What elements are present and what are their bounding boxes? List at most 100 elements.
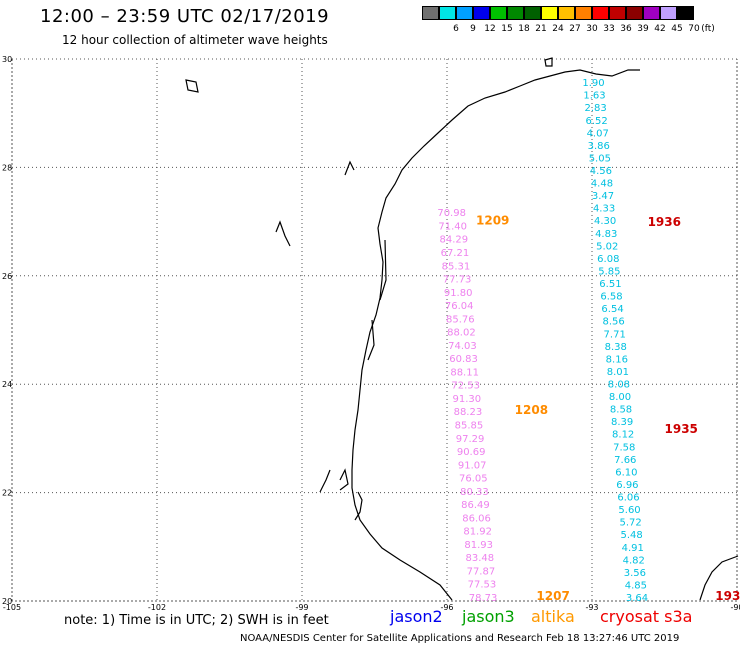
wave-height-value: 81.92 [463, 527, 492, 538]
wave-height-value: 4.33 [593, 204, 615, 215]
wave-height-value: 5.72 [619, 518, 641, 529]
legend-label: 45 [671, 24, 683, 34]
wave-height-value: 4.07 [587, 128, 609, 139]
legend-swatch [626, 6, 643, 20]
yucatan-coast [699, 555, 739, 601]
lagoon-1 [379, 239, 387, 301]
wave-height-value: 3.56 [624, 568, 646, 579]
wave-height-value: 6.51 [599, 279, 621, 290]
pass-label: 1209 [476, 213, 509, 227]
wave-height-value: 3.64 [626, 593, 648, 604]
wave-height-value: 4.48 [591, 179, 613, 190]
wave-height-value: 5.60 [618, 505, 640, 516]
wave-height-value: 5.05 [589, 153, 611, 164]
wave-height-value: 97.29 [456, 434, 485, 445]
wave-height-value: 8.12 [612, 430, 634, 441]
inland-2 [544, 57, 553, 67]
legend-swatch [660, 6, 677, 20]
legend-label: 30 [586, 24, 598, 34]
wave-height-value: 8.39 [611, 417, 633, 428]
legend-swatch [422, 6, 439, 20]
wave-height-value: 4.56 [590, 166, 612, 177]
sat-jason3: jason3 [462, 607, 515, 626]
wave-height-value: 3.47 [592, 191, 614, 202]
wave-height-value: 86.49 [461, 500, 490, 511]
legend-swatch [643, 6, 660, 20]
bay-2 [275, 220, 291, 247]
wave-height-value: 71.40 [438, 221, 467, 232]
wave-height-value: 90.69 [457, 447, 486, 458]
wave-height-value: 1.90 [582, 78, 604, 89]
map-border [11, 58, 738, 602]
altimeter-tracks: 70.98 71.40 84.29 67.21 85.31 77.73 91.80 76.04… [437, 78, 648, 604]
lat-label: 26 [2, 272, 12, 281]
lat-label: 24 [2, 380, 12, 389]
legend-label: 39 [637, 24, 649, 34]
wave-height-value: 8.08 [608, 380, 630, 391]
gulf-coastline [351, 69, 640, 601]
wave-height-value: 5.85 [598, 266, 620, 277]
legend-swatch [609, 6, 626, 20]
wave-height-value: 8.00 [609, 392, 631, 403]
legend-swatch [677, 6, 694, 20]
wave-height-value: 83.48 [466, 553, 495, 564]
wave-height-value: 76.04 [445, 301, 474, 312]
footer-credit: NOAA/NESDIS Center for Satellite Applica… [240, 633, 680, 644]
wave-height-value: 85.31 [442, 261, 471, 272]
wave-height-value: 4.91 [622, 543, 644, 554]
wave-height-value: 8.38 [605, 342, 627, 353]
bay-1 [344, 160, 355, 176]
wave-height-value: 8.56 [602, 317, 624, 328]
wave-height-value: 88.11 [450, 367, 479, 378]
wave-height-value: 6.06 [617, 493, 639, 504]
lon-label: -96 [440, 603, 453, 612]
wave-height-value: 6.52 [586, 116, 608, 127]
legend-swatch [524, 6, 541, 20]
legend-swatch [507, 6, 524, 20]
sat-cryosat: cryosat s3a [600, 607, 693, 626]
wave-height-value: 67.21 [441, 248, 470, 259]
wave-height-value: 6.96 [616, 480, 638, 491]
legend-swatch [558, 6, 575, 20]
wave-height-value: 4.85 [625, 580, 647, 591]
wave-height-value: 5.02 [596, 241, 618, 252]
legend-unit: (ft) [701, 24, 715, 34]
wave-height-value: 5.48 [621, 530, 643, 541]
legend-swatch [541, 6, 558, 20]
wave-height-value: 3.86 [588, 141, 610, 152]
inland-1 [185, 79, 199, 93]
wave-height-value: 2.83 [584, 103, 606, 114]
legend-label: 42 [654, 24, 666, 34]
wave-height-value: 91.80 [444, 288, 473, 299]
legend-label: 18 [518, 24, 530, 34]
wave-height-value: 77.73 [443, 275, 472, 286]
inland-3 [319, 469, 331, 493]
lagoon-2 [367, 319, 375, 361]
legend-swatch [575, 6, 592, 20]
lon-label: -90 [730, 603, 740, 612]
lat-label: 20 [2, 597, 12, 606]
wave-height-value: 8.58 [610, 405, 632, 416]
sat-jason2: jason2 [390, 607, 443, 626]
coast-tail [354, 491, 363, 521]
wave-height-value: 60.83 [449, 354, 478, 365]
footer-note: note: 1) Time is in UTC; 2) SWH is in fe… [64, 613, 329, 628]
wave-height-value: 76.05 [459, 474, 488, 485]
legend-swatch [456, 6, 473, 20]
legend-label: 24 [552, 24, 564, 34]
wave-height-value: 4.83 [595, 229, 617, 240]
pass-label: 1935 [665, 422, 698, 436]
wave-height-value: 4.82 [623, 555, 645, 566]
wave-height-value: 6.10 [615, 467, 637, 478]
legend-label: 6 [453, 24, 459, 34]
pass-label: 1934 [715, 589, 740, 603]
wave-height-value: 84.29 [440, 235, 469, 246]
page-title: 12:00 – 23:59 UTC 02/17/2019 [40, 6, 330, 27]
wave-height-value: 70.98 [437, 208, 466, 219]
coastline [185, 57, 739, 601]
legend-label: 9 [470, 24, 476, 34]
wave-height-value: 6.08 [597, 254, 619, 265]
legend-label: 33 [603, 24, 615, 34]
wave-height-value: 8.16 [606, 354, 628, 365]
